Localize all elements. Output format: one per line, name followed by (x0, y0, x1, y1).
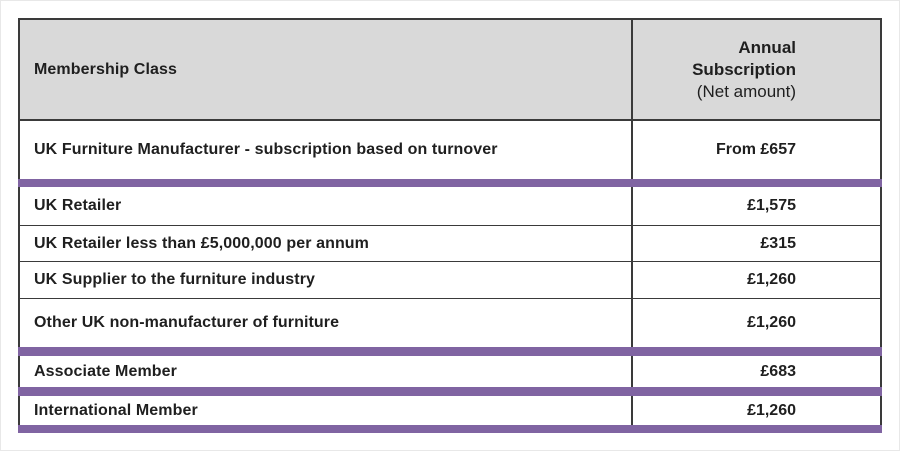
row-label: Other UK non-manufacturer of furniture (34, 314, 340, 331)
row-label-cell: UK Retailer (20, 187, 633, 225)
header-subscription-line: Subscription (692, 59, 796, 79)
purple-divider (18, 387, 882, 396)
row-label: UK Retailer less than £5,000,000 per ann… (34, 234, 370, 252)
table-row-international-member: International Member £1,260 (18, 396, 882, 425)
table-row-uk-retailer: UK Retailer £1,575 (18, 187, 882, 226)
membership-subscription-table: Membership Class Annual Subscription (Ne… (18, 18, 882, 433)
row-amount-cell: £1,260 (633, 262, 880, 298)
row-label-cell: International Member (20, 396, 633, 425)
row-amount-cell: £315 (633, 226, 880, 261)
row-label: UK Furniture Manufacturer - subscription… (34, 141, 498, 158)
table-row-other-uk-non-manufacturer: Other UK non-manufacturer of furniture £… (18, 299, 882, 347)
row-label: International Member (34, 401, 198, 419)
table-row-uk-furniture-manufacturer: UK Furniture Manufacturer - subscription… (18, 121, 882, 179)
row-label: UK Retailer (34, 197, 122, 214)
row-amount: £315 (760, 234, 796, 252)
table-row-uk-supplier: UK Supplier to the furniture industry £1… (18, 262, 882, 299)
row-amount: £1,260 (747, 271, 796, 288)
row-amount: £1,575 (747, 197, 796, 214)
row-amount-cell: £1,260 (633, 299, 880, 347)
row-label: UK Supplier to the furniture industry (34, 271, 316, 288)
row-amount-cell: £1,575 (633, 187, 880, 225)
row-label: Associate Member (34, 362, 177, 380)
row-label-cell: UK Retailer less than £5,000,000 per ann… (20, 226, 633, 261)
header-annual-subscription-cell: Annual Subscription (Net amount) (633, 20, 880, 119)
header-annual-line: Annual (738, 37, 796, 57)
header-net-amount-line: (Net amount) (696, 81, 796, 101)
row-amount-cell: From £657 (633, 121, 880, 179)
row-label-cell: UK Furniture Manufacturer - subscription… (20, 121, 633, 179)
purple-divider-bottom (18, 425, 882, 433)
row-label-cell: Associate Member (20, 356, 633, 387)
header-membership-class-cell: Membership Class (20, 20, 633, 119)
purple-divider (18, 179, 882, 187)
table-header-row: Membership Class Annual Subscription (Ne… (18, 18, 882, 121)
header-membership-class-label: Membership Class (34, 60, 177, 78)
row-amount: From £657 (715, 141, 796, 158)
row-amount: £1,260 (747, 314, 796, 331)
row-amount-cell: £1,260 (633, 396, 880, 425)
row-amount: £683 (760, 362, 796, 380)
row-amount: £1,260 (747, 401, 796, 419)
purple-divider (18, 347, 882, 356)
row-label-cell: UK Supplier to the furniture industry (20, 262, 633, 298)
row-amount-cell: £683 (633, 356, 880, 387)
table-row-uk-retailer-small: UK Retailer less than £5,000,000 per ann… (18, 226, 882, 262)
row-label-cell: Other UK non-manufacturer of furniture (20, 299, 633, 347)
table-row-associate-member: Associate Member £683 (18, 356, 882, 387)
